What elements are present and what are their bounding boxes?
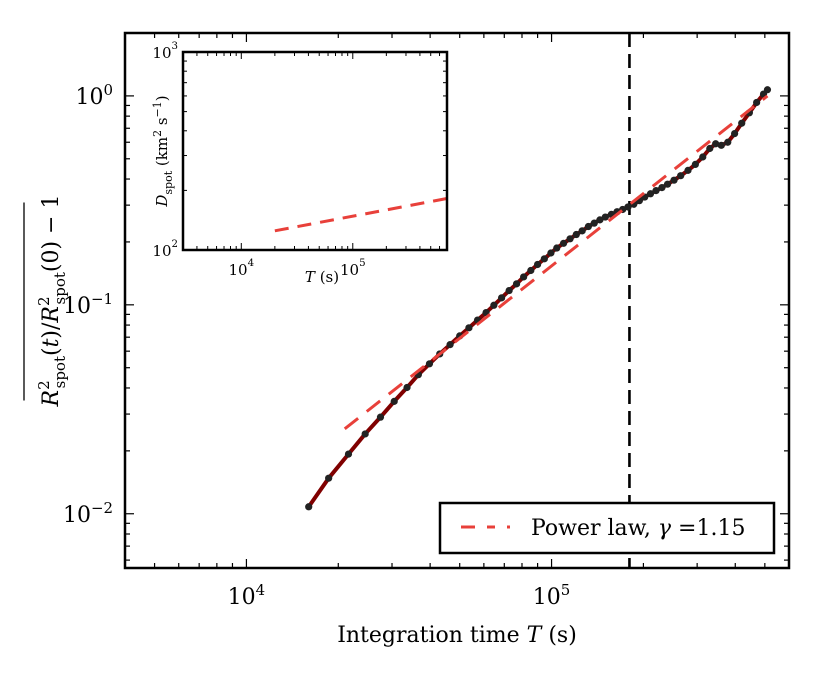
data-point [717,141,725,149]
data-point [361,430,369,438]
power-law-fit-line [343,94,769,430]
data-point [738,119,746,127]
data-point [699,153,707,161]
data-point [763,86,772,94]
data-point [670,176,678,184]
x-axis-label: Integration time T (s) [337,623,577,648]
y-tick-label: 10−1 [63,290,113,319]
data-point [731,129,739,138]
x-tick-label: 105 [533,581,571,610]
data-point [465,324,473,332]
data-point [425,360,434,368]
inset-y-tick-label: 103 [152,41,178,62]
inset-x-axis-label: T (s) [305,268,339,286]
data-point [547,249,555,257]
data-point [505,286,513,295]
data-point [712,140,720,148]
series-markers [305,86,772,511]
data-point [527,266,535,275]
inset-frame [181,50,449,252]
data-point [658,183,666,192]
inset-background [183,52,447,250]
y-axis-label: R2spot(t)/R2spot(0) − 1 [35,195,69,408]
plot-frame [123,31,791,570]
data-point [498,294,506,302]
legend: Power law, γ =1.15 [438,501,776,555]
data-point [677,172,685,180]
data-point [584,222,592,231]
data-point [663,180,672,188]
data-point [684,166,692,174]
data-point [566,235,574,243]
inset-power-law-line [274,197,448,233]
data-point [520,273,528,281]
data-point [596,216,604,224]
data-point [305,503,313,511]
data-point [403,383,411,392]
data-point [533,260,542,269]
y-tick-label: 100 [75,81,113,110]
y-tick-label: 10−2 [63,499,113,528]
data-point [446,341,454,349]
inset-y-label-group: Dspot (km2 s−1) [151,95,175,207]
data-point [652,187,660,195]
data-point [572,230,580,239]
data-point [578,227,586,235]
data-point [325,474,333,482]
data-point [590,219,598,227]
data-point [553,244,561,252]
data-point [512,280,521,288]
data-point [724,138,732,146]
inset-x-tick-label: 105 [340,258,366,279]
data-point [559,239,568,247]
data-point [376,413,385,421]
inset-x-tick-label: 104 [229,258,255,279]
legend-box [438,501,776,555]
data-point [691,160,699,169]
inset-y-tick-label: 102 [152,239,178,260]
data-point [601,213,609,221]
data-point [624,203,632,211]
legend-label: Power law, γ =1.15 [531,516,745,541]
inset-y-axis-label: Dspot (km2 s−1) [151,95,175,207]
data-point [390,397,398,405]
data-point [540,255,548,263]
data-point [706,144,714,153]
data-point [646,190,655,198]
x-tick-label: 104 [228,581,266,610]
data-point [490,301,498,309]
data-point [753,98,761,107]
data-point [344,450,353,458]
y-axis-label-group: R2spot(t)/R2spot(0) − 1 [23,195,69,408]
inset-chart: 104 105 102 103 T (s) Dspot (km2 s−1) [151,41,449,286]
